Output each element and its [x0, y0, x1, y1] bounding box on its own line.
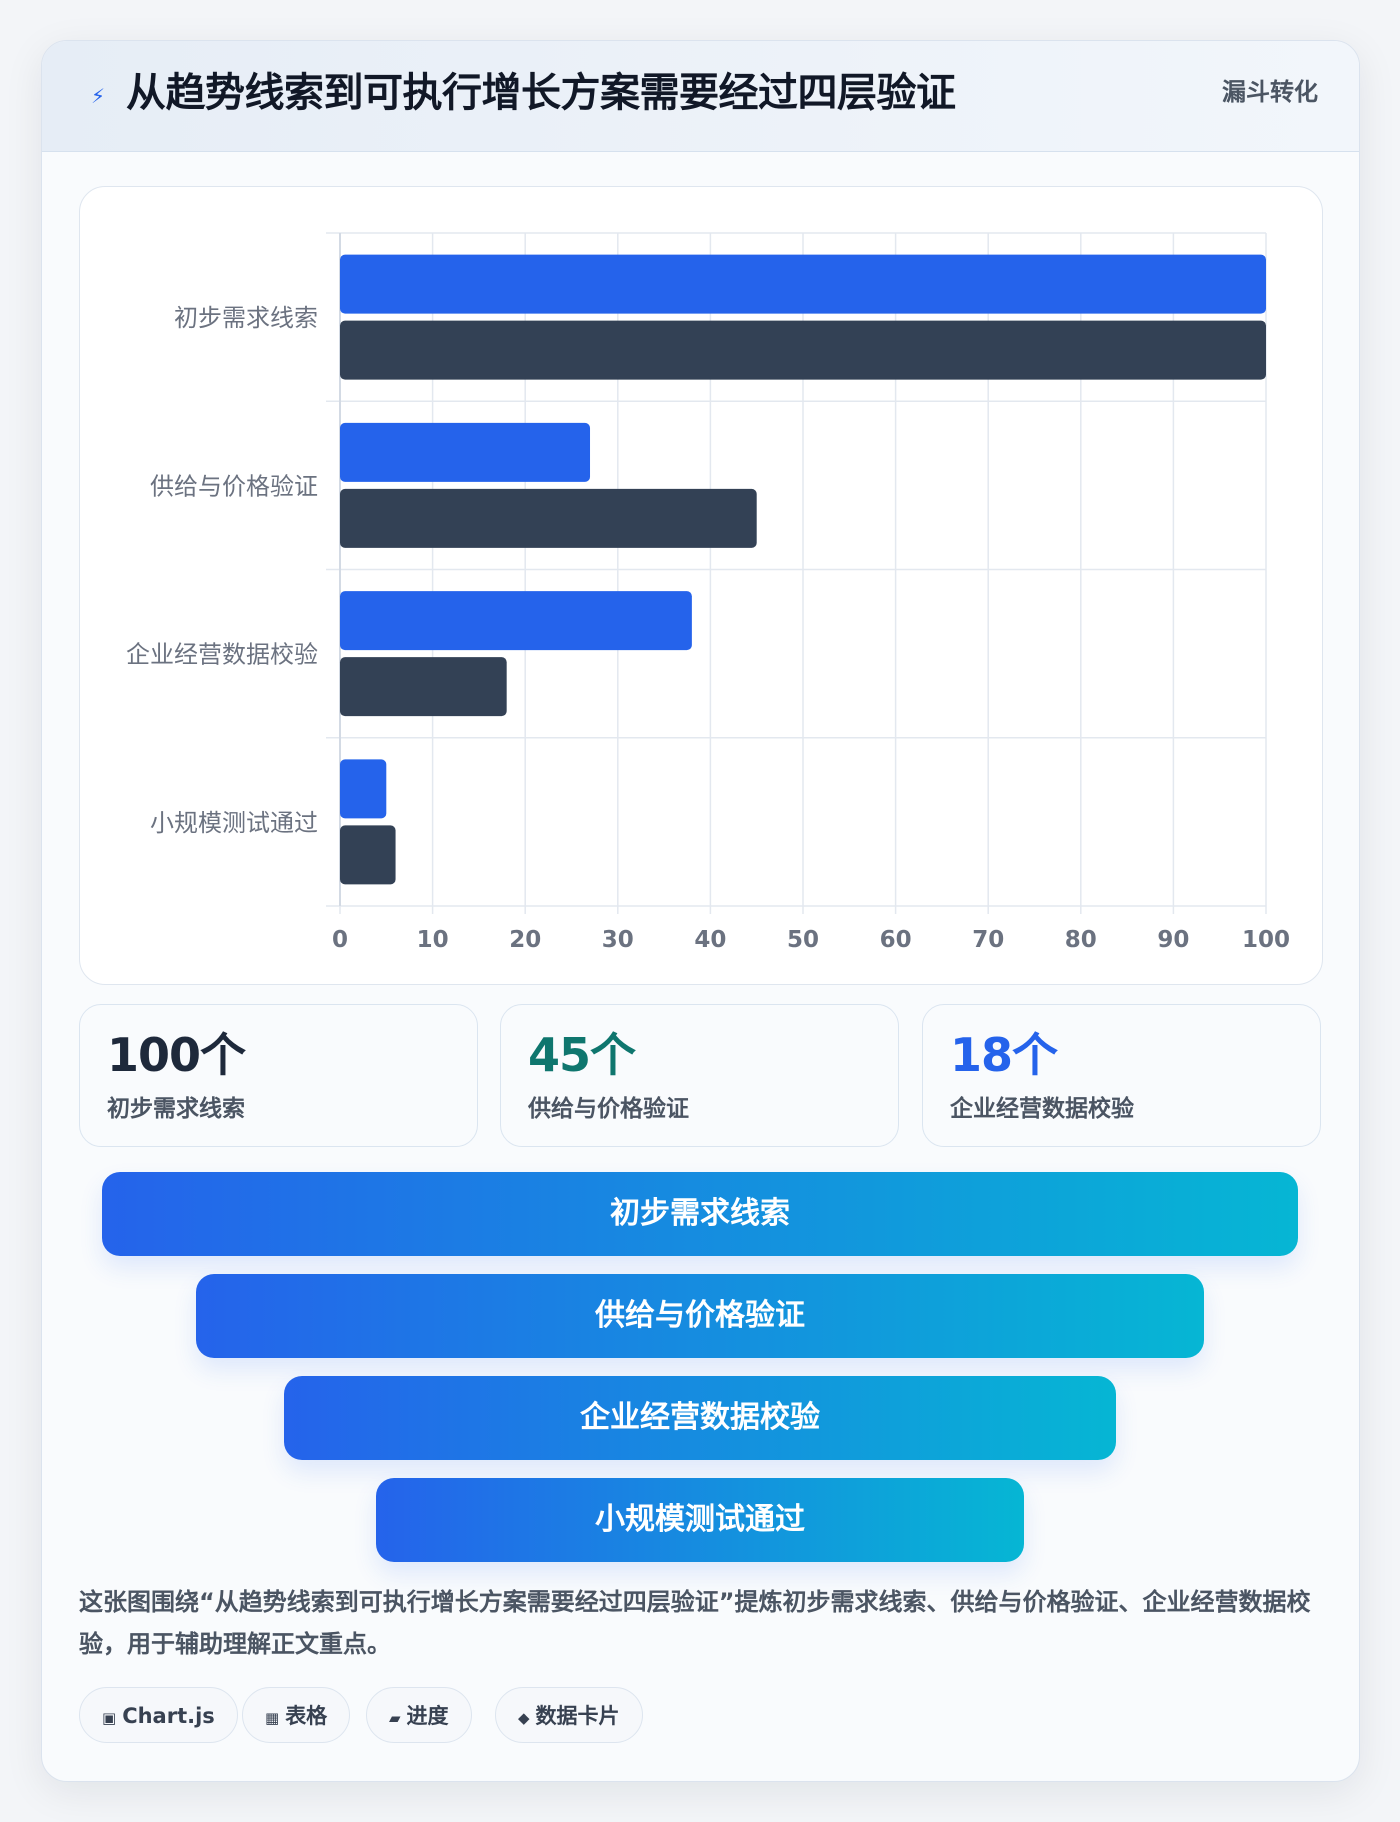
- pill-table[interactable]: ▦ 表格: [242, 1687, 351, 1743]
- stat-label: 初步需求线索: [107, 1096, 245, 1122]
- bar: [340, 254, 1266, 314]
- bar: [340, 825, 396, 885]
- y-tick-label: 初步需求线索: [174, 304, 318, 332]
- chart-icon: ▣: [102, 1709, 117, 1727]
- bar: [340, 488, 757, 548]
- stat-card: 100个 初步需求线索: [79, 1004, 478, 1147]
- x-tick-label: 70: [972, 927, 1004, 953]
- stat-card: 45个 供给与价格验证: [500, 1004, 899, 1147]
- bar: [340, 422, 591, 482]
- funnel-stage: 小规模测试通过: [376, 1478, 1024, 1562]
- stat-value: 18个: [950, 1028, 1058, 1082]
- chart-panel: 0 10 20 30 40 50 60 70 80 90 100 初步需求线索供给与价格验证企业经营数…: [79, 186, 1323, 985]
- stat-label: 供给与价格验证: [528, 1096, 689, 1122]
- card-icon: ◆: [518, 1709, 530, 1727]
- stat-value: 45个: [528, 1028, 636, 1082]
- funnel-stage: 供给与价格验证: [196, 1274, 1204, 1358]
- funnel-stage: 初步需求线索: [102, 1172, 1298, 1256]
- pill-label: 数据卡片: [535, 1704, 620, 1728]
- x-tick-label: 100: [1242, 927, 1290, 953]
- bolt-icon: ⚡: [90, 84, 106, 108]
- description-text: 这张图围绕“从趋势线索到可执行增长方案需要经过四层验证”提炼初步需求线索、供给与…: [79, 1588, 1311, 1658]
- pill-label: Chart.js: [122, 1704, 215, 1728]
- progress-icon: ▰: [389, 1709, 401, 1727]
- x-tick-label: 50: [787, 927, 819, 953]
- funnel-stage: 企业经营数据校验: [284, 1376, 1116, 1460]
- bar: [340, 591, 692, 651]
- pill-progress[interactable]: ▰ 进度: [366, 1687, 472, 1743]
- stat-label: 企业经营数据校验: [950, 1096, 1134, 1122]
- x-tick-label: 30: [602, 927, 634, 953]
- header-tag: 漏斗转化: [1222, 78, 1318, 106]
- x-tick-label: 0: [332, 927, 348, 953]
- page-title: 从趋势线索到可执行增长方案需要经过四层验证: [126, 70, 956, 116]
- bar: [340, 759, 387, 819]
- stat-value: 100个: [107, 1028, 246, 1082]
- bar-chart: 0 10 20 30 40 50 60 70 80 90 100 初步需求线索供给与价格验证企业经营数…: [126, 232, 1290, 953]
- stat-cards: 100个 初步需求线索 45个 供给与价格验证 18个 企业经营数据校验: [79, 1004, 1321, 1147]
- main-card: ⚡ 从趋势线索到可执行增长方案需要经过四层验证 漏斗转化 0 10 20 30 40 50…: [41, 40, 1360, 1782]
- x-tick-label: 80: [1065, 927, 1097, 953]
- bar: [340, 320, 1266, 380]
- x-tick-label: 60: [880, 927, 912, 953]
- x-tick-label: 40: [694, 927, 726, 953]
- y-tick-label: 企业经营数据校验: [126, 641, 318, 669]
- pill-data-card[interactable]: ◆ 数据卡片: [495, 1687, 643, 1743]
- x-tick-label: 10: [417, 927, 449, 953]
- x-tick-label: 90: [1157, 927, 1189, 953]
- y-tick-label: 小规模测试通过: [150, 809, 318, 837]
- bar: [340, 657, 507, 717]
- card-header: ⚡ 从趋势线索到可执行增长方案需要经过四层验证 漏斗转化: [42, 41, 1359, 152]
- stat-card: 18个 企业经营数据校验: [922, 1004, 1321, 1147]
- pill-label: 表格: [285, 1704, 328, 1728]
- y-tick-label: 供给与价格验证: [150, 472, 318, 500]
- x-tick-label: 20: [509, 927, 541, 953]
- pill-label: 进度: [406, 1704, 449, 1728]
- pill-chartjs[interactable]: ▣ Chart.js: [79, 1687, 238, 1743]
- table-icon: ▦: [265, 1709, 280, 1727]
